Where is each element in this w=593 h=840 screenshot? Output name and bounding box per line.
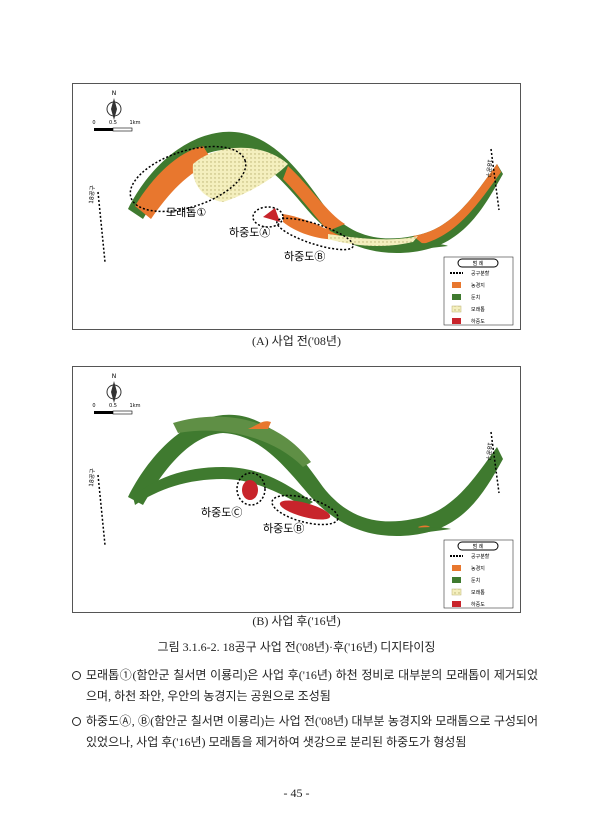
legend-item: 모래톱 (471, 306, 485, 313)
legend: 범 례 공구분할 농경지 둔치 모래톱 하중도 (443, 539, 514, 609)
legend-item: 공구분할 (471, 270, 490, 277)
compass-label: N (112, 373, 117, 380)
legend-title: 범 례 (473, 543, 484, 550)
scale-label: 1km (130, 120, 141, 126)
legend-item: 공구분할 (471, 553, 490, 560)
compass-label: N (112, 90, 117, 97)
scale-label: 0 (92, 403, 95, 409)
legend-item: 농경지 (471, 565, 485, 572)
legend-item: 둔치 (471, 294, 480, 301)
compass: N (106, 373, 122, 403)
river (128, 131, 503, 254)
map-label: 모래톱① (166, 206, 206, 219)
map-figure-a: N 0 0.5 1km 18공구 18공구 (72, 83, 521, 330)
highlight-outline (97, 431, 500, 546)
legend-item: 하중도 (471, 318, 485, 325)
scale-label: 0.5 (109, 403, 117, 409)
map: N 0 0.5 1km 18공구 18공구 (88, 90, 514, 326)
figure-caption: (B) 사업 후('16년) (252, 614, 341, 628)
bullet-item: 모래톱①(함안군 칠서면 이룡리)은 사업 후('16년) 하천 정비로 대부분… (72, 665, 538, 707)
bullet-text: 모래톱①(함안군 칠서면 이룡리)은 사업 후('16년) 하천 정비로 대부분… (86, 668, 538, 703)
legend-item: 둔치 (471, 577, 480, 584)
legend-item: 농경지 (471, 282, 485, 289)
boundary-label: 18공구 (88, 184, 97, 204)
legend-item: 모래톱 (471, 589, 485, 596)
scale-bar: 0 0.5 1km (92, 403, 141, 415)
figure-title: 그림 3.1.6-2. 18공구 사업 전('08년)·후('16년) 디지타이… (157, 640, 436, 654)
legend-title: 범 례 (473, 260, 484, 267)
boundary-label: 18공구 (88, 467, 97, 487)
map-label: 하중도Ⓑ (263, 521, 304, 535)
compass: N (106, 90, 122, 120)
map-figure-b: N 0 0.5 1km 18공구 18공구 하중도Ⓒ 하중도Ⓑ (72, 366, 521, 613)
map-label: 하중도Ⓐ (229, 225, 270, 239)
bullet-marker (72, 671, 81, 680)
figure-caption: (A) 사업 전('08년) (252, 334, 341, 348)
legend: 범 례 공구분할 농경지 둔치 모래톱 하중도 (443, 256, 514, 326)
bullet-item: 하중도Ⓐ, Ⓑ(함안군 칠서면 이룡리)는 사업 전('08년) 대부분 농경지… (72, 711, 538, 753)
page-number: - 45 - (283, 786, 310, 800)
scale-label: 0 (92, 120, 95, 126)
map-label: 하중도Ⓒ (201, 505, 242, 519)
highlight-outline (97, 145, 500, 263)
legend-item: 하중도 (471, 601, 485, 608)
bullet-marker (72, 717, 81, 726)
river (128, 414, 503, 537)
map-label: 하중도Ⓑ (284, 249, 325, 263)
map: N 0 0.5 1km 18공구 18공구 하중도Ⓒ 하중도Ⓑ (88, 373, 514, 609)
boundary-label: 18공구 (484, 442, 493, 462)
boundary-label: 18공구 (484, 159, 493, 179)
bullet-text: 하중도Ⓐ, Ⓑ(함안군 칠서면 이룡리)는 사업 전('08년) 대부분 농경지… (86, 714, 538, 749)
scale-label: 1km (130, 403, 141, 409)
scale-bar: 0 0.5 1km (92, 120, 141, 132)
scale-label: 0.5 (109, 120, 117, 126)
